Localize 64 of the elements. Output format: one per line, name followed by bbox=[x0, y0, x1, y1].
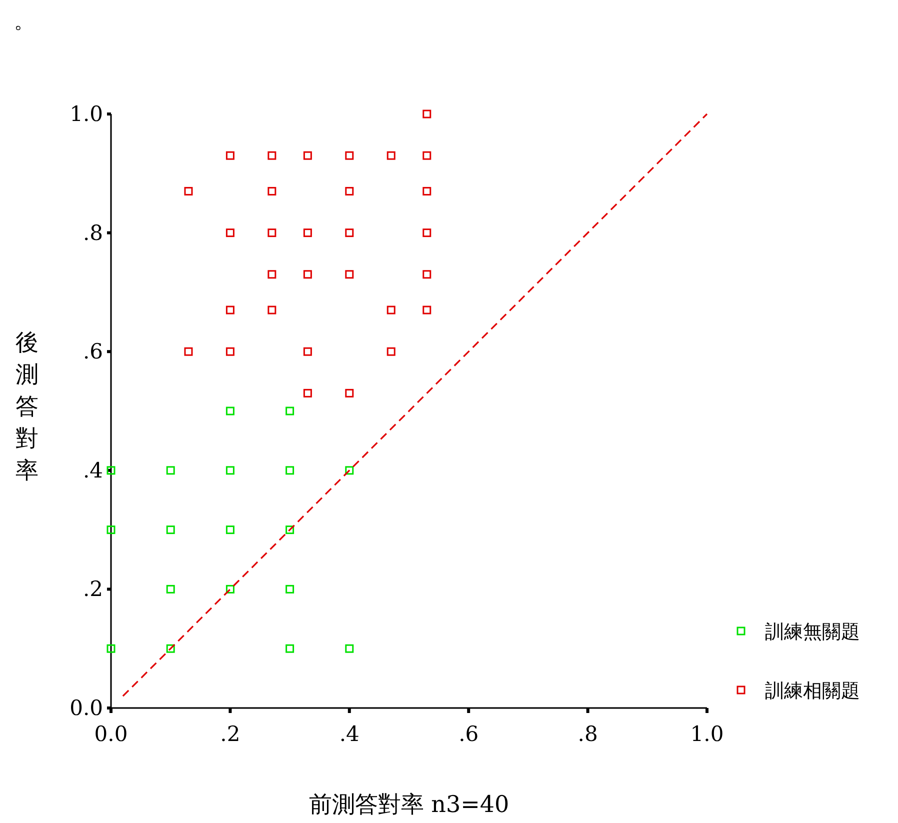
point bbox=[226, 228, 234, 238]
point bbox=[286, 526, 294, 534]
point bbox=[386, 151, 396, 160]
point bbox=[422, 110, 432, 118]
point bbox=[286, 466, 294, 475]
point bbox=[166, 644, 175, 653]
y-tick-label: .4 bbox=[82, 458, 103, 482]
point bbox=[166, 466, 175, 475]
point bbox=[286, 584, 294, 594]
point bbox=[286, 644, 294, 653]
point bbox=[268, 151, 276, 160]
y-axis-title: 後測答對率 bbox=[16, 330, 38, 484]
point bbox=[345, 228, 354, 238]
x-tick-label: .2 bbox=[220, 722, 240, 746]
legend-label: 訓練相關題 bbox=[765, 680, 860, 702]
point bbox=[303, 388, 312, 398]
point bbox=[345, 466, 354, 475]
point bbox=[166, 526, 175, 534]
point bbox=[422, 151, 432, 160]
point bbox=[422, 270, 432, 279]
point bbox=[303, 228, 312, 238]
point bbox=[106, 644, 116, 653]
point bbox=[422, 306, 432, 314]
y-tick-label: .6 bbox=[82, 340, 103, 364]
point bbox=[106, 526, 116, 534]
point bbox=[268, 306, 276, 314]
point bbox=[345, 644, 354, 653]
point bbox=[386, 306, 396, 314]
point bbox=[345, 151, 354, 160]
point bbox=[345, 186, 354, 196]
point bbox=[345, 388, 354, 398]
point bbox=[268, 186, 276, 196]
point bbox=[166, 584, 175, 594]
y-tick-label: .2 bbox=[82, 577, 103, 602]
legend-label: 訓練無關題 bbox=[765, 621, 860, 643]
text: 。 bbox=[14, 9, 34, 33]
point bbox=[226, 151, 234, 160]
point bbox=[226, 526, 234, 534]
point bbox=[268, 228, 276, 238]
point bbox=[184, 186, 193, 196]
y-tick-label: 0.0 bbox=[70, 696, 103, 720]
x-axis-title: 前測答對率 n3=40 bbox=[308, 792, 510, 818]
y-tick-label: 1.0 bbox=[70, 102, 103, 126]
point bbox=[226, 347, 234, 356]
point bbox=[226, 584, 234, 594]
point bbox=[286, 406, 294, 416]
point bbox=[106, 466, 116, 475]
point bbox=[303, 270, 312, 279]
point bbox=[422, 228, 432, 238]
point bbox=[226, 406, 234, 416]
y-tick-label: .8 bbox=[82, 220, 103, 245]
point bbox=[184, 347, 193, 356]
x-tick-label: .4 bbox=[339, 722, 360, 746]
point bbox=[345, 270, 354, 279]
point bbox=[422, 186, 432, 196]
point bbox=[303, 347, 312, 356]
x-tick-label: 1.0 bbox=[690, 722, 724, 746]
point bbox=[386, 347, 396, 356]
x-tick-label: .6 bbox=[458, 722, 479, 746]
point bbox=[226, 306, 234, 314]
x-tick-label: .8 bbox=[578, 722, 598, 746]
point bbox=[268, 270, 276, 279]
point bbox=[303, 151, 312, 160]
point bbox=[226, 466, 234, 475]
